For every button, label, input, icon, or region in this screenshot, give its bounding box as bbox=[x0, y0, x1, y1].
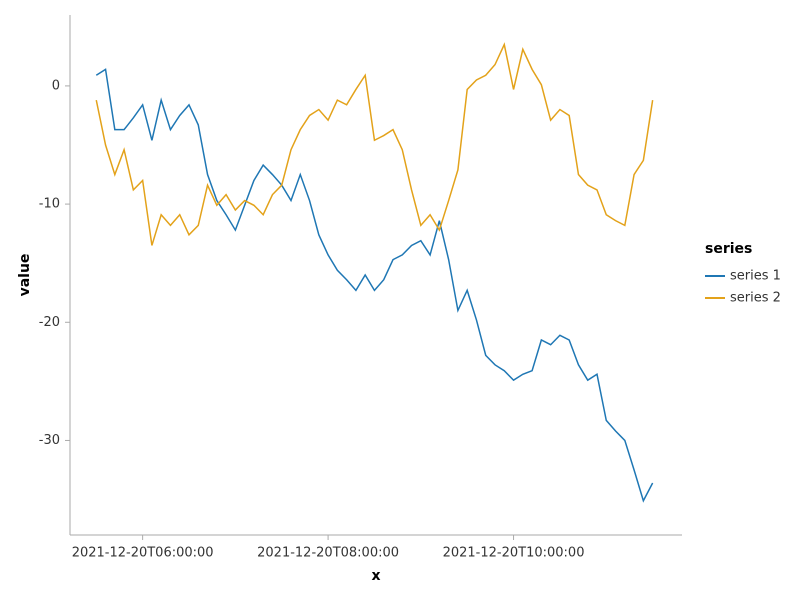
legend-label: series 1 bbox=[730, 269, 781, 284]
x-tick-label: 2021-12-20T06:00:00 bbox=[72, 546, 214, 561]
y-axis-title: value bbox=[17, 254, 33, 297]
legend-title: series bbox=[705, 241, 752, 257]
x-tick-label: 2021-12-20T10:00:00 bbox=[443, 546, 585, 561]
y-tick-label: -10 bbox=[39, 197, 60, 212]
series-line bbox=[95, 42, 654, 246]
y-tick-label: 0 bbox=[52, 78, 60, 93]
x-axis-title: x bbox=[371, 568, 380, 584]
series-line bbox=[95, 68, 654, 503]
y-tick-label: -20 bbox=[39, 315, 60, 330]
x-tick-label: 2021-12-20T08:00:00 bbox=[257, 546, 399, 561]
legend-label: series 2 bbox=[730, 291, 781, 306]
y-tick-label: -30 bbox=[39, 433, 60, 448]
